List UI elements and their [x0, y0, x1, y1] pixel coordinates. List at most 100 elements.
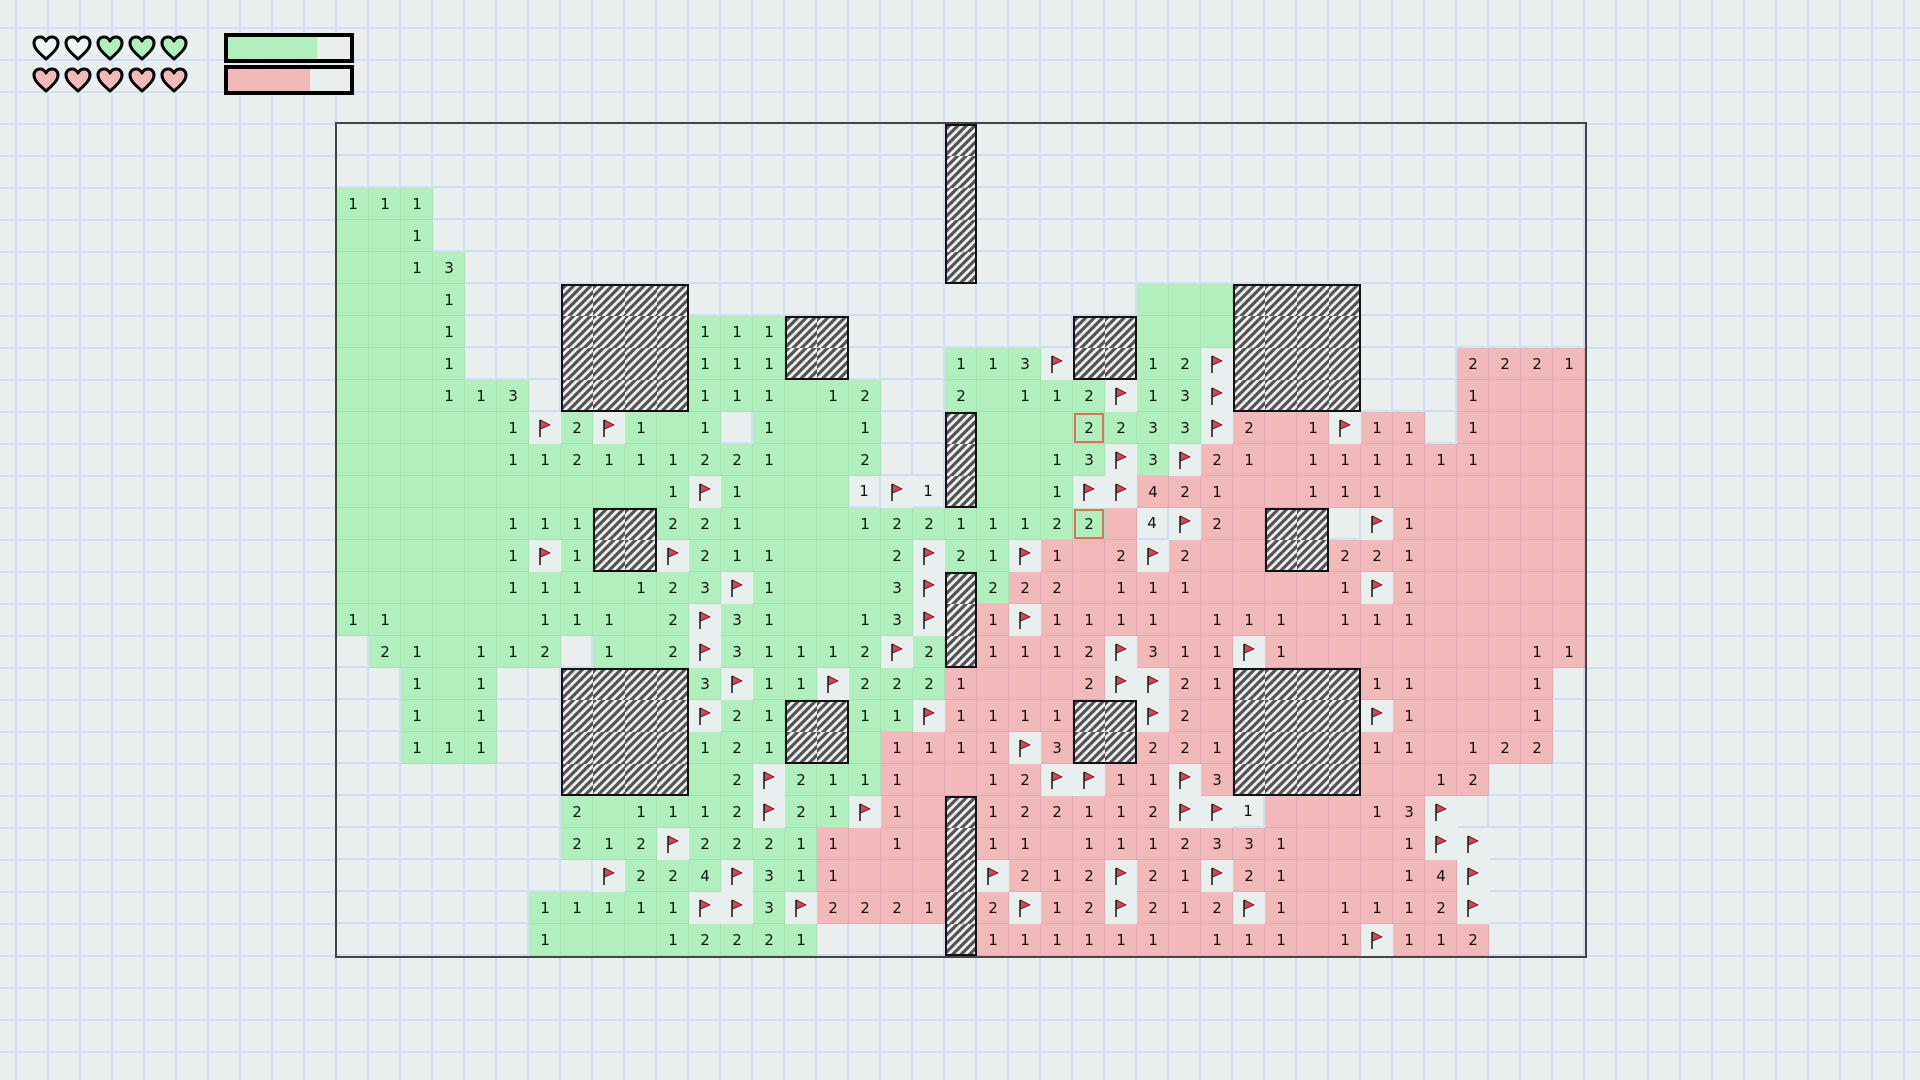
hidden-cell[interactable]	[1521, 188, 1553, 220]
hidden-cell[interactable]	[689, 188, 721, 220]
hidden-cell[interactable]	[817, 188, 849, 220]
revealed-cell[interactable]	[1297, 572, 1329, 604]
hidden-cell[interactable]	[689, 124, 721, 156]
revealed-cell[interactable]: 3	[1169, 380, 1201, 412]
flagged-cell[interactable]	[1105, 476, 1137, 508]
hidden-cell[interactable]	[1297, 124, 1329, 156]
revealed-cell[interactable]: 2	[529, 636, 561, 668]
hidden-cell[interactable]	[977, 220, 1009, 252]
revealed-cell[interactable]: 1	[497, 444, 529, 476]
revealed-cell[interactable]	[401, 604, 433, 636]
hidden-cell[interactable]	[1105, 188, 1137, 220]
revealed-cell[interactable]: 2	[1073, 508, 1105, 540]
hidden-cell[interactable]	[1521, 220, 1553, 252]
revealed-cell[interactable]	[1489, 444, 1521, 476]
hidden-cell[interactable]	[817, 252, 849, 284]
revealed-cell[interactable]	[657, 412, 689, 444]
revealed-cell[interactable]: 2	[849, 444, 881, 476]
hidden-cell[interactable]	[497, 348, 529, 380]
revealed-cell[interactable]: 3	[753, 860, 785, 892]
hidden-cell[interactable]	[401, 796, 433, 828]
revealed-cell[interactable]	[977, 444, 1009, 476]
flagged-cell[interactable]	[1457, 892, 1489, 924]
revealed-cell[interactable]	[817, 412, 849, 444]
hidden-cell[interactable]	[369, 796, 401, 828]
hidden-cell[interactable]	[1233, 252, 1265, 284]
hidden-cell[interactable]	[497, 732, 529, 764]
hidden-cell[interactable]	[1521, 252, 1553, 284]
flagged-cell[interactable]	[753, 796, 785, 828]
hidden-cell[interactable]	[1009, 124, 1041, 156]
revealed-cell[interactable]: 1	[689, 316, 721, 348]
revealed-cell[interactable]	[1169, 924, 1201, 956]
hidden-cell[interactable]	[1521, 860, 1553, 892]
revealed-cell[interactable]: 1	[1457, 732, 1489, 764]
flagged-cell[interactable]	[721, 892, 753, 924]
revealed-cell[interactable]: 3	[1137, 412, 1169, 444]
revealed-cell[interactable]	[1489, 700, 1521, 732]
hidden-cell[interactable]	[1361, 156, 1393, 188]
hidden-cell[interactable]	[1553, 124, 1585, 156]
revealed-cell[interactable]: 2	[1169, 828, 1201, 860]
revealed-cell[interactable]: 1	[657, 796, 689, 828]
revealed-cell[interactable]	[369, 444, 401, 476]
hidden-cell[interactable]	[1265, 220, 1297, 252]
revealed-cell[interactable]: 1	[1041, 892, 1073, 924]
flagged-cell[interactable]	[529, 412, 561, 444]
revealed-cell[interactable]: 2	[657, 508, 689, 540]
revealed-cell[interactable]	[1521, 604, 1553, 636]
hidden-cell[interactable]	[881, 380, 913, 412]
flagged-cell[interactable]	[1041, 348, 1073, 380]
revealed-cell[interactable]: 2	[1041, 508, 1073, 540]
revealed-cell[interactable]	[337, 348, 369, 380]
revealed-cell[interactable]	[337, 476, 369, 508]
revealed-cell[interactable]: 2	[1457, 924, 1489, 956]
revealed-cell[interactable]: 1	[1393, 828, 1425, 860]
revealed-cell[interactable]: 1	[1393, 508, 1425, 540]
revealed-cell[interactable]: 2	[1105, 540, 1137, 572]
flagged-cell[interactable]	[1009, 540, 1041, 572]
hidden-cell[interactable]	[1457, 188, 1489, 220]
revealed-cell[interactable]	[337, 316, 369, 348]
revealed-cell[interactable]	[433, 700, 465, 732]
revealed-cell[interactable]	[1553, 444, 1585, 476]
flagged-cell[interactable]	[1329, 412, 1361, 444]
revealed-cell[interactable]: 1	[401, 252, 433, 284]
flagged-cell[interactable]	[1105, 636, 1137, 668]
hidden-cell[interactable]	[1137, 252, 1169, 284]
revealed-cell[interactable]: 1	[817, 764, 849, 796]
revealed-cell[interactable]: 1	[1521, 668, 1553, 700]
revealed-cell[interactable]	[369, 380, 401, 412]
revealed-cell[interactable]	[1105, 508, 1137, 540]
hidden-cell[interactable]	[913, 156, 945, 188]
revealed-cell[interactable]: 4	[689, 860, 721, 892]
hidden-cell[interactable]	[849, 316, 881, 348]
revealed-cell[interactable]: 1	[1457, 444, 1489, 476]
revealed-cell[interactable]	[593, 572, 625, 604]
revealed-cell[interactable]: 1	[817, 860, 849, 892]
revealed-cell[interactable]: 2	[881, 892, 913, 924]
hidden-cell[interactable]	[465, 828, 497, 860]
hidden-cell[interactable]	[1073, 220, 1105, 252]
revealed-cell[interactable]: 1	[593, 604, 625, 636]
revealed-cell[interactable]	[1457, 476, 1489, 508]
revealed-cell[interactable]	[1297, 828, 1329, 860]
revealed-cell[interactable]	[369, 348, 401, 380]
flagged-cell[interactable]	[689, 604, 721, 636]
hidden-cell[interactable]	[465, 796, 497, 828]
revealed-cell[interactable]: 1	[817, 796, 849, 828]
revealed-cell[interactable]	[465, 508, 497, 540]
revealed-cell[interactable]: 1	[1361, 476, 1393, 508]
hidden-cell[interactable]	[1105, 220, 1137, 252]
hidden-cell[interactable]	[785, 252, 817, 284]
revealed-cell[interactable]: 1	[433, 284, 465, 316]
revealed-cell[interactable]: 1	[945, 508, 977, 540]
hidden-cell[interactable]	[497, 156, 529, 188]
revealed-cell[interactable]: 1	[1521, 636, 1553, 668]
flagged-cell[interactable]	[1105, 892, 1137, 924]
hidden-cell[interactable]	[689, 252, 721, 284]
revealed-cell[interactable]	[1169, 284, 1201, 316]
hidden-cell[interactable]	[1361, 284, 1393, 316]
revealed-cell[interactable]: 1	[1137, 572, 1169, 604]
revealed-cell[interactable]	[913, 764, 945, 796]
